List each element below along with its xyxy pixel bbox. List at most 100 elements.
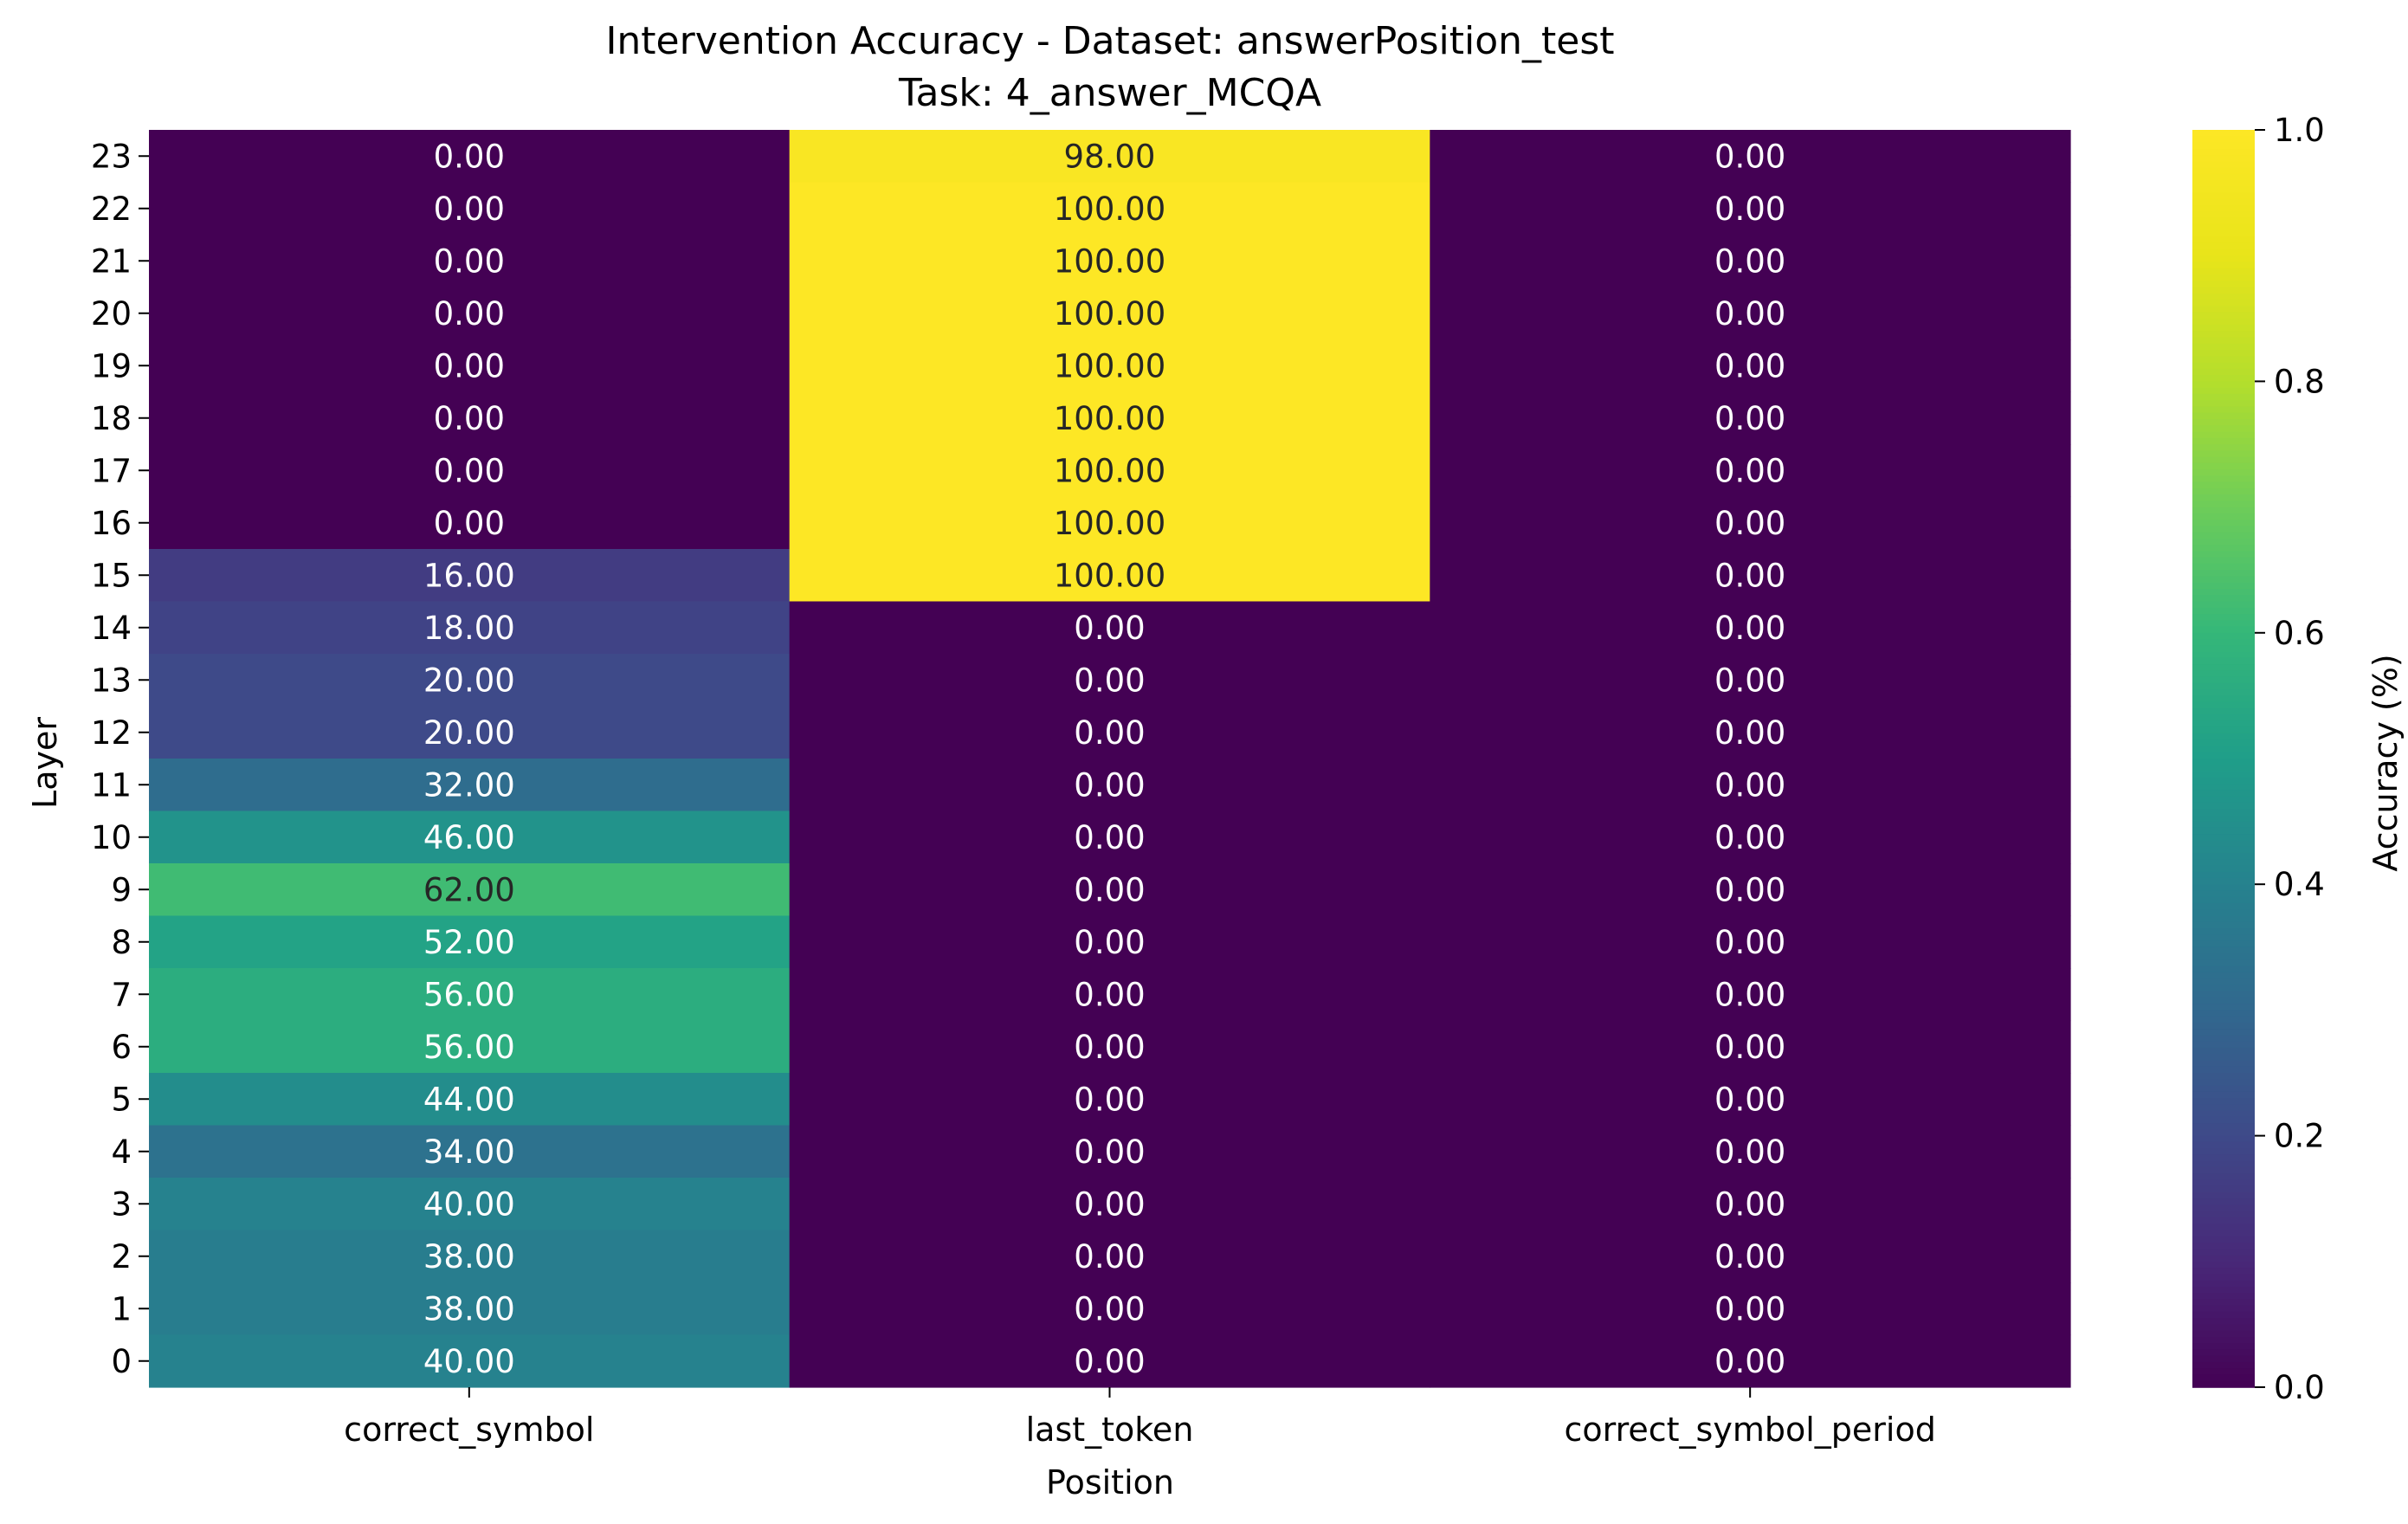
cell-value-label: 0.00 <box>1714 1290 1785 1327</box>
heatmap-cell <box>789 130 1430 184</box>
heatmap-cell <box>789 182 1430 236</box>
cell-value-label: 0.00 <box>1074 1133 1145 1171</box>
heatmap-cell <box>789 1282 1430 1336</box>
colorbar-segment <box>2192 1098 2255 1106</box>
colorbar-segment <box>2192 682 2255 690</box>
colorbar-segment <box>2192 1349 2255 1357</box>
colorbar-segment <box>2192 1173 2255 1181</box>
heatmap-cell <box>1430 654 2071 707</box>
colorbar-segment <box>2192 657 2255 665</box>
colorbar-segment <box>2192 242 2255 250</box>
y-tick-label: 12 <box>91 714 132 752</box>
heatmap-cell <box>149 1020 791 1074</box>
colorbar-segment <box>2192 921 2255 929</box>
heatmap-cell <box>1430 601 2071 655</box>
colorbar-segment <box>2192 475 2255 483</box>
cell-value-label: 0.00 <box>1714 1238 1785 1275</box>
cell-value-label: 100.00 <box>1054 452 1165 489</box>
colorbar-segment <box>2192 997 2255 1004</box>
colorbar-segment <box>2192 1255 2255 1262</box>
cell-value-label: 0.00 <box>1714 1029 1785 1066</box>
colorbar-segment <box>2192 1286 2255 1294</box>
colorbar-segment <box>2192 1091 2255 1099</box>
colorbar-segment <box>2192 809 2255 817</box>
colorbar-segment <box>2192 1336 2255 1344</box>
colorbar-segment <box>2192 142 2255 150</box>
colorbar-segment <box>2192 582 2255 590</box>
colorbar-segment <box>2192 456 2255 464</box>
colorbar-segment <box>2192 513 2255 520</box>
colorbar-segment <box>2192 689 2255 697</box>
colorbar-segment <box>2192 1135 2255 1143</box>
colorbar-segment <box>2192 1029 2255 1036</box>
y-tick-label: 21 <box>91 242 132 280</box>
colorbar-segment <box>2192 192 2255 200</box>
heatmap-cell <box>1430 810 2071 864</box>
colorbar-segment <box>2192 437 2255 445</box>
colorbar-segment <box>2192 1318 2255 1326</box>
colorbar-segment <box>2192 306 2255 313</box>
colorbar-segment <box>2192 1293 2255 1301</box>
y-tick-label: 7 <box>111 976 132 1013</box>
heatmap-cell <box>149 968 791 1022</box>
heatmap-cell <box>789 1178 1430 1231</box>
heatmap-cell <box>1430 444 2071 498</box>
y-axis-label: Layer <box>26 717 64 809</box>
cell-value-label: 44.00 <box>423 1081 515 1118</box>
cell-value-label: 38.00 <box>423 1290 515 1327</box>
heatmap-cell <box>1430 759 2071 812</box>
colorbar-tick-label: 0.4 <box>2274 866 2325 903</box>
cell-value-label: 100.00 <box>1054 347 1165 384</box>
colorbar-segment <box>2192 1249 2255 1256</box>
colorbar-segment <box>2192 1154 2255 1162</box>
colorbar-segment <box>2192 664 2255 672</box>
colorbar-segment <box>2192 588 2255 597</box>
y-tick-label: 14 <box>91 610 132 647</box>
colorbar-segment <box>2192 431 2255 439</box>
heatmap-cell <box>1430 968 2071 1022</box>
colorbar-segment <box>2192 1230 2255 1237</box>
heatmap-cell <box>789 968 1430 1022</box>
colorbar-segment <box>2192 538 2255 546</box>
heatmap-cell <box>149 1334 791 1388</box>
heatmap-cell <box>149 549 791 603</box>
heatmap-cell <box>149 235 791 288</box>
x-tick-label: correct_symbol <box>344 1411 594 1449</box>
heatmap-cell <box>149 391 791 445</box>
cell-value-label: 0.00 <box>1074 714 1145 752</box>
y-tick-label: 16 <box>91 505 132 542</box>
y-tick-label: 2 <box>111 1238 132 1275</box>
colorbar-segment <box>2192 1010 2255 1017</box>
colorbar-segment <box>2192 130 2255 138</box>
cell-value-label: 0.00 <box>1714 1133 1785 1171</box>
cell-value-label: 0.00 <box>1074 1029 1145 1066</box>
cell-value-label: 0.00 <box>1714 295 1785 333</box>
colorbar-segment <box>2192 1185 2255 1193</box>
colorbar-segment <box>2192 563 2255 571</box>
chart-subtitle: Task: 4_answer_MCQA <box>898 71 1321 115</box>
heatmap-cell <box>149 706 791 759</box>
colorbar-segment <box>2192 400 2255 408</box>
colorbar-segment <box>2192 1204 2255 1212</box>
colorbar-segment <box>2192 325 2255 333</box>
heatmap-cell <box>149 339 791 393</box>
colorbar-segment <box>2192 846 2255 854</box>
colorbar-segment <box>2192 268 2255 275</box>
colorbar-segment <box>2192 752 2255 759</box>
colorbar-segment <box>2192 695 2255 703</box>
cell-value-label: 0.00 <box>1714 138 1785 175</box>
colorbar-segment <box>2192 759 2255 766</box>
colorbar-segment <box>2192 978 2255 986</box>
colorbar-segment <box>2192 777 2255 785</box>
heatmap-cell <box>1430 1282 2071 1336</box>
cell-value-label: 100.00 <box>1054 505 1165 542</box>
colorbar: 0.0 0.2 0.4 0.6 0.8 1.0 <box>2192 112 2325 1406</box>
colorbar-tick-label: 1.0 <box>2274 112 2325 149</box>
cell-value-label: 0.00 <box>1074 766 1145 804</box>
colorbar-segment <box>2192 223 2255 231</box>
colorbar-segment <box>2192 645 2255 653</box>
colorbar-segment <box>2192 1116 2255 1124</box>
colorbar-segment <box>2192 834 2255 842</box>
colorbar-segment <box>2192 469 2255 477</box>
